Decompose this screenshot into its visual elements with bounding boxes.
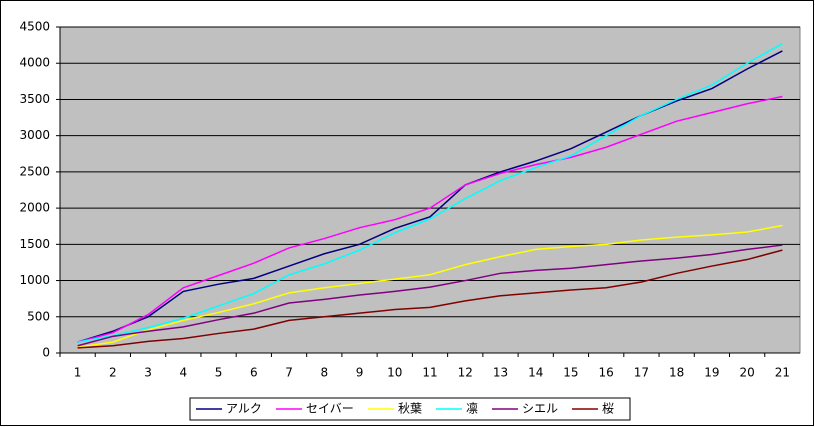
series-line [77,43,783,343]
y-tick-label: 1500 [19,237,50,251]
x-tick-label: 18 [669,366,684,380]
y-tick-label: 2000 [19,201,50,215]
legend-box [189,397,631,421]
x-tick-label: 11 [422,366,437,380]
series-line [77,50,783,343]
x-tick-label: 16 [599,366,614,380]
x-tick-label: 12 [458,366,473,380]
y-tick-label: 0 [42,346,50,360]
plot-area [59,26,801,354]
x-tick-label: 3 [144,366,152,380]
x-tick-label: 15 [563,366,578,380]
y-tick-label: 3500 [19,92,50,106]
x-tick-label: 20 [740,366,755,380]
legend-label: シエル [522,402,558,416]
x-tick-label: 14 [528,366,543,380]
legend-label: セイバー [306,402,354,416]
y-tick-label: 3000 [19,128,50,142]
x-tick-label: 13 [493,366,508,380]
legend-label: アルク [226,402,262,416]
x-tick-label: 7 [285,366,293,380]
y-tick-label: 500 [27,309,50,323]
y-tick-label: 1000 [19,273,50,287]
y-tick-label: 4500 [19,20,50,34]
series-line [77,224,783,348]
x-tick-label: 1 [74,366,82,380]
x-tick-label: 17 [634,366,649,380]
series-line [77,249,783,349]
x-tick-label: 2 [109,366,117,380]
y-tick-label: 4000 [19,56,50,70]
series-line [77,95,783,343]
legend-label: 凛 [466,401,478,416]
x-tick-label: 10 [387,366,402,380]
y-tick-label: 2500 [19,164,50,178]
x-tick-label: 5 [215,366,223,380]
legend-label: 桜 [602,402,614,416]
x-tick-label: 9 [356,366,364,380]
x-tick-label: 6 [250,366,258,380]
x-tick-label: 8 [320,366,328,380]
legend-label: 秋葉 [398,402,422,416]
x-tick-label: 19 [704,366,719,380]
series-line [77,244,783,347]
x-tick-label: 21 [775,366,790,380]
x-tick-label: 4 [180,366,188,380]
